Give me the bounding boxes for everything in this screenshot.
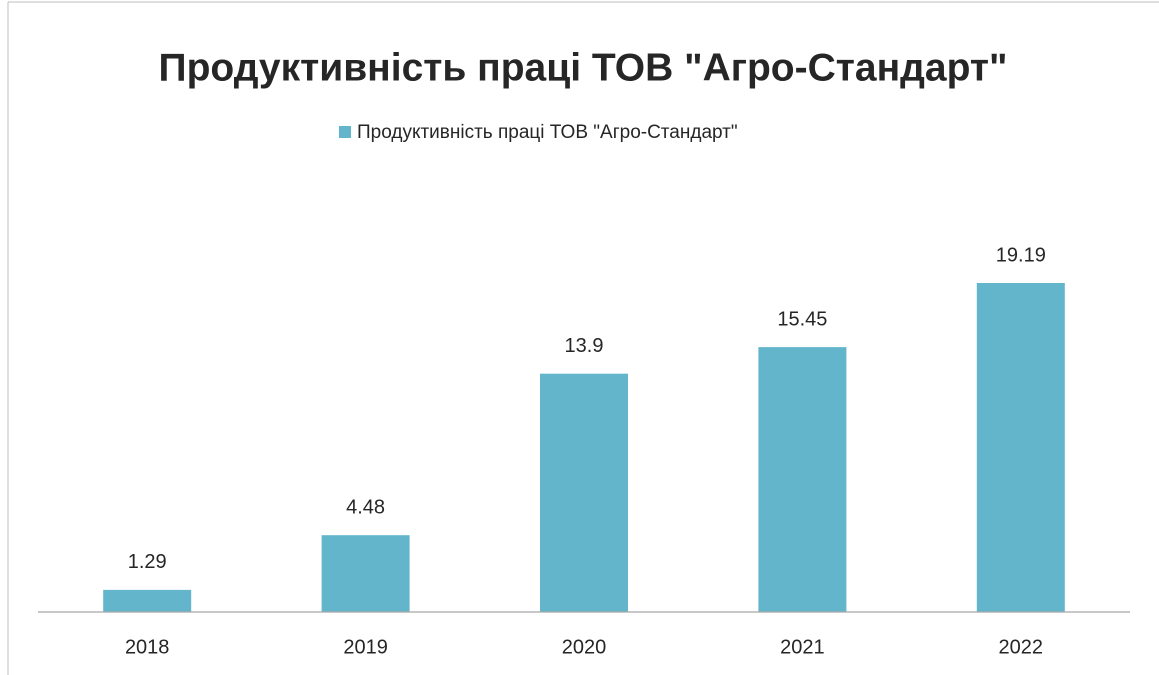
x-tick-label: 2019	[343, 636, 388, 658]
bar	[758, 347, 846, 612]
bar	[103, 590, 191, 612]
bar	[540, 374, 628, 612]
legend-swatch	[339, 126, 351, 138]
data-label: 15.45	[777, 308, 827, 330]
chart-title: Продуктивність праці ТОВ "Агро-Стандарт"	[159, 46, 1008, 89]
x-tick-label: 2020	[562, 636, 607, 658]
data-label: 4.48	[346, 496, 385, 518]
data-label: 1.29	[128, 551, 167, 573]
chart: Продуктивність праці ТОВ "Агро-Стандарт"…	[0, 0, 1159, 675]
data-label: 13.9	[565, 335, 604, 357]
bar	[322, 535, 410, 612]
legend-label: Продуктивність праці ТОВ "Агро-Стандарт"	[357, 122, 738, 143]
x-tick-label: 2021	[780, 636, 825, 658]
legend: Продуктивність праці ТОВ "Агро-Стандарт"	[339, 122, 738, 143]
x-tick-label: 2018	[125, 636, 170, 658]
x-tick-label: 2022	[999, 636, 1044, 658]
bar	[977, 283, 1065, 612]
data-label: 19.19	[996, 244, 1046, 266]
